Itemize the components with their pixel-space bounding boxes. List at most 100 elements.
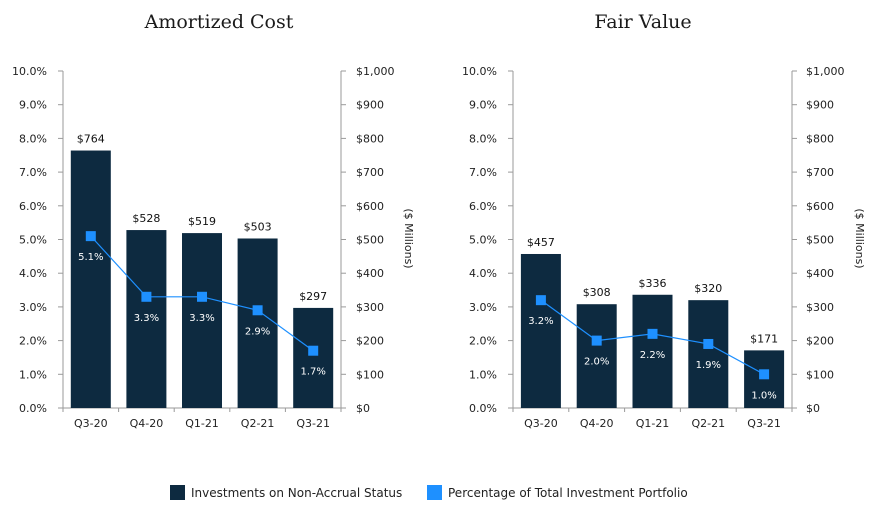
bar — [576, 304, 617, 408]
chart-panel-1: Amortized Cost 0.0% 1.0% 2.0% 3.0% 4.0% 5.0% 6.… — [12, 11, 415, 430]
left-tick-label: 10.0% — [12, 65, 47, 78]
legend-bar-label: Investments on Non-Accrual Status — [191, 486, 402, 500]
right-tick-label: $100 — [356, 368, 384, 381]
percentage-marker — [535, 295, 546, 306]
left-tick-label: 5.0% — [19, 234, 47, 247]
left-tick-label: 6.0% — [19, 200, 47, 213]
left-tick-label: 7.0% — [19, 166, 47, 179]
percentage-label: 5.1% — [78, 252, 103, 263]
right-tick-label: $900 — [356, 99, 384, 112]
bar — [126, 230, 167, 408]
left-tick-label: 8.0% — [19, 132, 47, 145]
percentage-label: 3.3% — [189, 313, 214, 324]
percentage-marker — [197, 291, 207, 302]
bar-value-label: $297 — [299, 290, 327, 303]
right-tick-label: $800 — [806, 132, 834, 145]
right-tick-label: $900 — [806, 99, 834, 112]
percentage-marker — [141, 291, 152, 302]
x-tick-label: Q1-21 — [185, 417, 219, 430]
bar — [70, 150, 111, 409]
right-tick-label: $200 — [806, 335, 834, 348]
bar-value-label: $336 — [639, 277, 667, 290]
right-tick-label: $600 — [356, 200, 384, 213]
percentage-marker — [308, 345, 319, 356]
percentage-label: 2.2% — [640, 350, 665, 361]
left-tick-label: 0.0% — [19, 402, 47, 415]
right-tick-label: $1,000 — [356, 65, 395, 78]
bar — [293, 307, 334, 408]
right-tick-label: $0 — [356, 402, 370, 415]
right-axis-label: ($ Millions) — [853, 208, 866, 268]
legend-bar-swatch — [170, 485, 185, 500]
x-tick-label: Q2-21 — [241, 417, 275, 430]
legend-line-label: Percentage of Total Investment Portfolio — [448, 486, 688, 500]
x-tick-label: Q1-21 — [636, 417, 670, 430]
bar — [632, 294, 673, 408]
percentage-label: 3.3% — [134, 313, 159, 324]
x-tick-label: Q3-21 — [296, 417, 330, 430]
bar — [688, 300, 729, 408]
percentage-label: 1.7% — [300, 367, 325, 378]
chart-title: Fair Value — [594, 11, 691, 33]
left-tick-label: 1.0% — [19, 368, 47, 381]
right-tick-label: $500 — [356, 234, 384, 247]
left-tick-label: 7.0% — [469, 166, 497, 179]
bar-value-label: $457 — [527, 236, 555, 249]
left-tick-label: 3.0% — [469, 301, 497, 314]
percentage-label: 2.0% — [584, 357, 609, 368]
percentage-label: 3.2% — [528, 316, 553, 327]
x-tick-label: Q3-20 — [74, 417, 108, 430]
left-tick-label: 1.0% — [469, 368, 497, 381]
percentage-marker — [85, 231, 96, 242]
right-tick-label: $700 — [356, 166, 384, 179]
left-tick-label: 9.0% — [469, 99, 497, 112]
percentage-marker — [647, 328, 658, 339]
legend-line-swatch — [427, 485, 442, 500]
percentage-marker — [759, 369, 770, 380]
left-tick-label: 2.0% — [469, 335, 497, 348]
bar-value-label: $171 — [750, 332, 778, 345]
right-tick-label: $400 — [356, 267, 384, 280]
bar-value-label: $519 — [188, 215, 216, 228]
percentage-label: 1.0% — [751, 390, 776, 401]
left-tick-label: 6.0% — [469, 200, 497, 213]
chart-panel-2: Fair Value 0.0% 1.0% 2.0% 3.0% 4.0% 5.0% 6.0% 7.… — [462, 11, 866, 430]
right-tick-label: $400 — [806, 267, 834, 280]
legend: Investments on Non-Accrual Status Percent… — [170, 485, 688, 500]
left-tick-label: 0.0% — [469, 402, 497, 415]
percentage-marker — [591, 335, 602, 346]
right-tick-label: $300 — [356, 301, 384, 314]
x-tick-label: Q4-20 — [130, 417, 164, 430]
left-tick-label: 4.0% — [469, 267, 497, 280]
bar — [237, 238, 278, 408]
percentage-marker — [703, 338, 714, 349]
left-tick-label: 2.0% — [19, 335, 47, 348]
right-tick-label: $200 — [356, 335, 384, 348]
bar-value-label: $764 — [77, 133, 105, 146]
bar-value-label: $503 — [244, 220, 272, 233]
x-tick-label: Q2-21 — [691, 417, 725, 430]
left-tick-label: 10.0% — [462, 65, 497, 78]
right-tick-label: $300 — [806, 301, 834, 314]
percentage-label: 2.9% — [245, 326, 270, 337]
percentage-label: 1.9% — [696, 360, 721, 371]
bar-value-label: $320 — [694, 282, 722, 295]
right-tick-label: $0 — [806, 402, 820, 415]
x-tick-label: Q3-20 — [524, 417, 558, 430]
x-tick-label: Q4-20 — [580, 417, 614, 430]
left-tick-label: 9.0% — [19, 99, 47, 112]
right-tick-label: $800 — [356, 132, 384, 145]
right-tick-label: $100 — [806, 368, 834, 381]
left-tick-label: 4.0% — [19, 267, 47, 280]
percentage-marker — [252, 305, 263, 316]
left-tick-label: 5.0% — [469, 234, 497, 247]
left-tick-label: 3.0% — [19, 301, 47, 314]
left-tick-label: 8.0% — [469, 132, 497, 145]
chart-title: Amortized Cost — [144, 11, 294, 33]
x-tick-label: Q3-21 — [747, 417, 781, 430]
right-tick-label: $700 — [806, 166, 834, 179]
right-tick-label: $600 — [806, 200, 834, 213]
right-axis-label: ($ Millions) — [402, 208, 415, 268]
bar-value-label: $528 — [132, 212, 160, 225]
right-tick-label: $1,000 — [806, 65, 845, 78]
